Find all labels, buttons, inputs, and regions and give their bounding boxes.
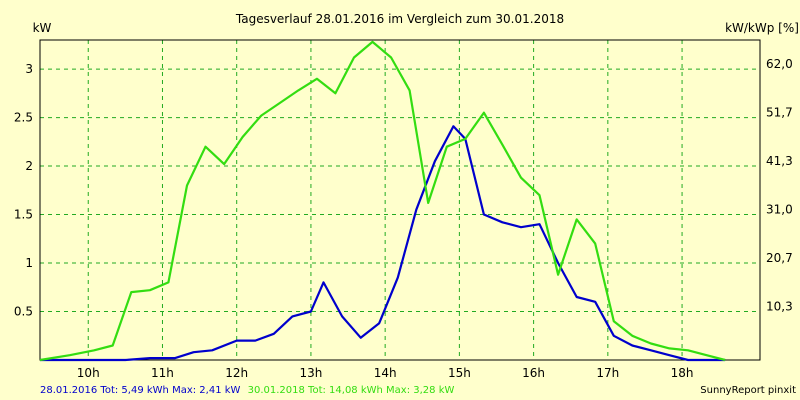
- y-tick-label-left: 0.5: [14, 305, 33, 319]
- y-tick-label-right: 20,7: [766, 251, 793, 265]
- x-tick-label: 18h: [671, 366, 694, 380]
- x-tick-label: 11h: [151, 366, 174, 380]
- x-tick-label: 10h: [77, 366, 100, 380]
- x-tick-label: 12h: [225, 366, 248, 380]
- chart-title: Tagesverlauf 28.01.2016 im Vergleich zum…: [235, 12, 564, 26]
- y-axis-right-label: kW/kWp [%]: [725, 21, 799, 35]
- x-tick-label: 14h: [374, 366, 397, 380]
- series-line-1: [40, 125, 726, 362]
- y-tick-label-left: 1.5: [14, 208, 33, 222]
- x-tick-label: 16h: [522, 366, 545, 380]
- plot-area-frame: [39, 39, 761, 361]
- series-lines: [39, 40, 726, 362]
- y-tick-label-right: 10,3: [766, 300, 793, 314]
- y-tick-label-left: 1: [25, 256, 33, 270]
- footer-credit: SunnyReport pinxit: [700, 385, 796, 396]
- grid: [40, 40, 760, 360]
- y-tick-label-right: 51,7: [766, 106, 793, 120]
- x-tick-label: 13h: [299, 366, 322, 380]
- x-tick-label: 15h: [448, 366, 471, 380]
- footer-series1-text: 28.01.2016 Tot: 5,49 kWh Max: 2,41 kW: [40, 385, 241, 396]
- series-line-2: [39, 40, 726, 362]
- y-tick-label-left: 3: [25, 62, 33, 76]
- x-tick-label: 17h: [596, 366, 619, 380]
- y-tick-label-right: 31,0: [766, 203, 793, 217]
- footer-series1-summary: 28.01.2016 Tot: 5,49 kWh Max: 2,41 kW 30…: [40, 385, 454, 396]
- y-axis-left-label: kW: [33, 21, 52, 35]
- tick-labels: 10h 11h 12h 13h 14h 15h 16h 17h 18h0.511.522.531…: [14, 57, 793, 380]
- y-tick-label-left: 2: [25, 159, 33, 173]
- y-tick-label-right: 62,0: [766, 57, 793, 71]
- footer-series2-text: 30.01.2018 Tot: 14,08 kWh Max: 3,28 kW: [248, 385, 455, 396]
- y-tick-label-left: 2.5: [14, 111, 33, 125]
- y-tick-label-right: 41,3: [766, 154, 793, 168]
